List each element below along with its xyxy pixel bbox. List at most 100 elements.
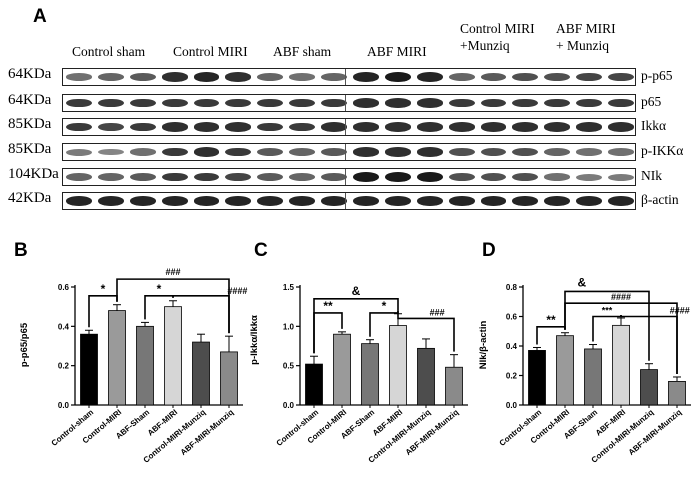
blot-band bbox=[225, 122, 252, 132]
blot-band bbox=[257, 148, 284, 156]
blot-strip bbox=[62, 68, 636, 86]
blot-band bbox=[97, 148, 124, 156]
strip-splice-line bbox=[345, 169, 346, 185]
panel-letter: B bbox=[14, 240, 28, 261]
blot-band bbox=[257, 173, 284, 181]
blot-band bbox=[66, 196, 92, 206]
blot-band bbox=[321, 98, 347, 108]
bar bbox=[136, 325, 154, 406]
strip-splice-line bbox=[345, 119, 346, 135]
bar bbox=[528, 350, 546, 406]
y-tick-label: 0.2 bbox=[58, 362, 70, 371]
blot-band bbox=[480, 73, 507, 81]
blot-band bbox=[448, 147, 475, 157]
blot-band bbox=[161, 172, 188, 182]
significance-bracket bbox=[397, 310, 455, 352]
bar bbox=[192, 341, 210, 406]
bar bbox=[445, 366, 463, 406]
blot-band bbox=[480, 147, 507, 157]
blot-band bbox=[193, 172, 220, 182]
blot-strip bbox=[62, 192, 636, 210]
blot-band bbox=[576, 98, 603, 108]
group-label-abf-miri-munziq: ABF MIRI + Munziq bbox=[556, 21, 616, 53]
kda-label: 85KDa bbox=[8, 116, 52, 132]
blot-band bbox=[353, 98, 379, 108]
panel-a-letter: A bbox=[33, 6, 47, 27]
blot-band bbox=[353, 147, 379, 157]
blot-band bbox=[576, 122, 603, 132]
blot-band bbox=[416, 122, 443, 132]
blot-band bbox=[193, 196, 220, 206]
blot-strip bbox=[62, 94, 636, 112]
blot-band bbox=[608, 148, 634, 156]
blot-band bbox=[129, 122, 156, 132]
blot-band bbox=[512, 196, 539, 206]
blot-band bbox=[480, 98, 507, 108]
blot-band bbox=[448, 196, 475, 206]
y-tick-label: 1.5 bbox=[283, 283, 295, 292]
strip-splice-line bbox=[345, 144, 346, 160]
significance-label: & bbox=[352, 284, 361, 298]
blot-band bbox=[512, 98, 539, 108]
blot-band bbox=[608, 122, 634, 132]
protein-label: p65 bbox=[641, 94, 662, 109]
y-tick-label: 1.0 bbox=[283, 322, 295, 331]
kda-label: 42KDa bbox=[8, 190, 52, 206]
blot-band bbox=[416, 147, 443, 157]
blot-band bbox=[353, 196, 379, 206]
blot-band bbox=[129, 148, 156, 156]
x-tick-label: ABF-MIRI-Munziq bbox=[627, 408, 684, 458]
y-tick-label: 0.6 bbox=[506, 313, 518, 322]
blot-band bbox=[289, 196, 316, 206]
kda-label: 64KDa bbox=[8, 66, 52, 82]
group-label-abf-sham: ABF sham bbox=[273, 44, 332, 59]
significance-label: #### bbox=[227, 286, 247, 296]
blot-band bbox=[129, 173, 156, 181]
significance-label: #### bbox=[611, 292, 631, 302]
significance-bracket bbox=[564, 290, 650, 361]
significance-bracket bbox=[172, 295, 230, 334]
blot-band bbox=[193, 147, 220, 157]
significance-label: ### bbox=[430, 307, 445, 317]
blot-band bbox=[512, 122, 539, 132]
blot-band bbox=[66, 98, 92, 108]
blot-band bbox=[321, 73, 347, 81]
blot-band bbox=[97, 122, 124, 132]
blot-band bbox=[448, 122, 475, 132]
blot-band bbox=[384, 122, 411, 132]
blot-band bbox=[544, 72, 571, 82]
blot-band bbox=[480, 196, 507, 206]
panel-letter: C bbox=[254, 240, 268, 261]
blot-band bbox=[416, 172, 443, 182]
group-label-control-miri-munziq: Control MIRI +Munziq bbox=[460, 21, 535, 53]
blot-band bbox=[289, 98, 316, 108]
blot-band bbox=[608, 196, 634, 206]
blot-band bbox=[289, 122, 316, 132]
bar bbox=[220, 351, 238, 406]
group-label-abf-miri: ABF MIRI bbox=[367, 44, 427, 59]
significance-label: ### bbox=[165, 267, 180, 277]
significance-label: * bbox=[157, 282, 162, 296]
strip-splice-line bbox=[345, 69, 346, 85]
x-tick-label: ABF-MIRI-Munziq bbox=[404, 408, 461, 458]
bar bbox=[108, 310, 126, 406]
bar bbox=[668, 380, 686, 406]
blot-band bbox=[576, 173, 603, 181]
bar bbox=[640, 369, 658, 406]
blot-band bbox=[608, 173, 634, 181]
blot-band bbox=[544, 196, 571, 206]
blot-band bbox=[161, 98, 188, 108]
y-tick-label: 0.5 bbox=[283, 362, 295, 371]
blot-band bbox=[448, 98, 475, 108]
y-axis-label: p-Ikkα/Ikkα bbox=[249, 315, 260, 365]
y-axis-label: NIk/β-actin bbox=[478, 321, 489, 370]
blot-band bbox=[544, 173, 571, 181]
blot-band bbox=[512, 147, 539, 157]
blot-band bbox=[512, 72, 539, 82]
blot-band bbox=[321, 148, 347, 156]
bar bbox=[164, 306, 182, 406]
significance-label: #### bbox=[670, 306, 690, 316]
significance-bracket bbox=[620, 314, 678, 374]
blot-band bbox=[161, 196, 188, 206]
